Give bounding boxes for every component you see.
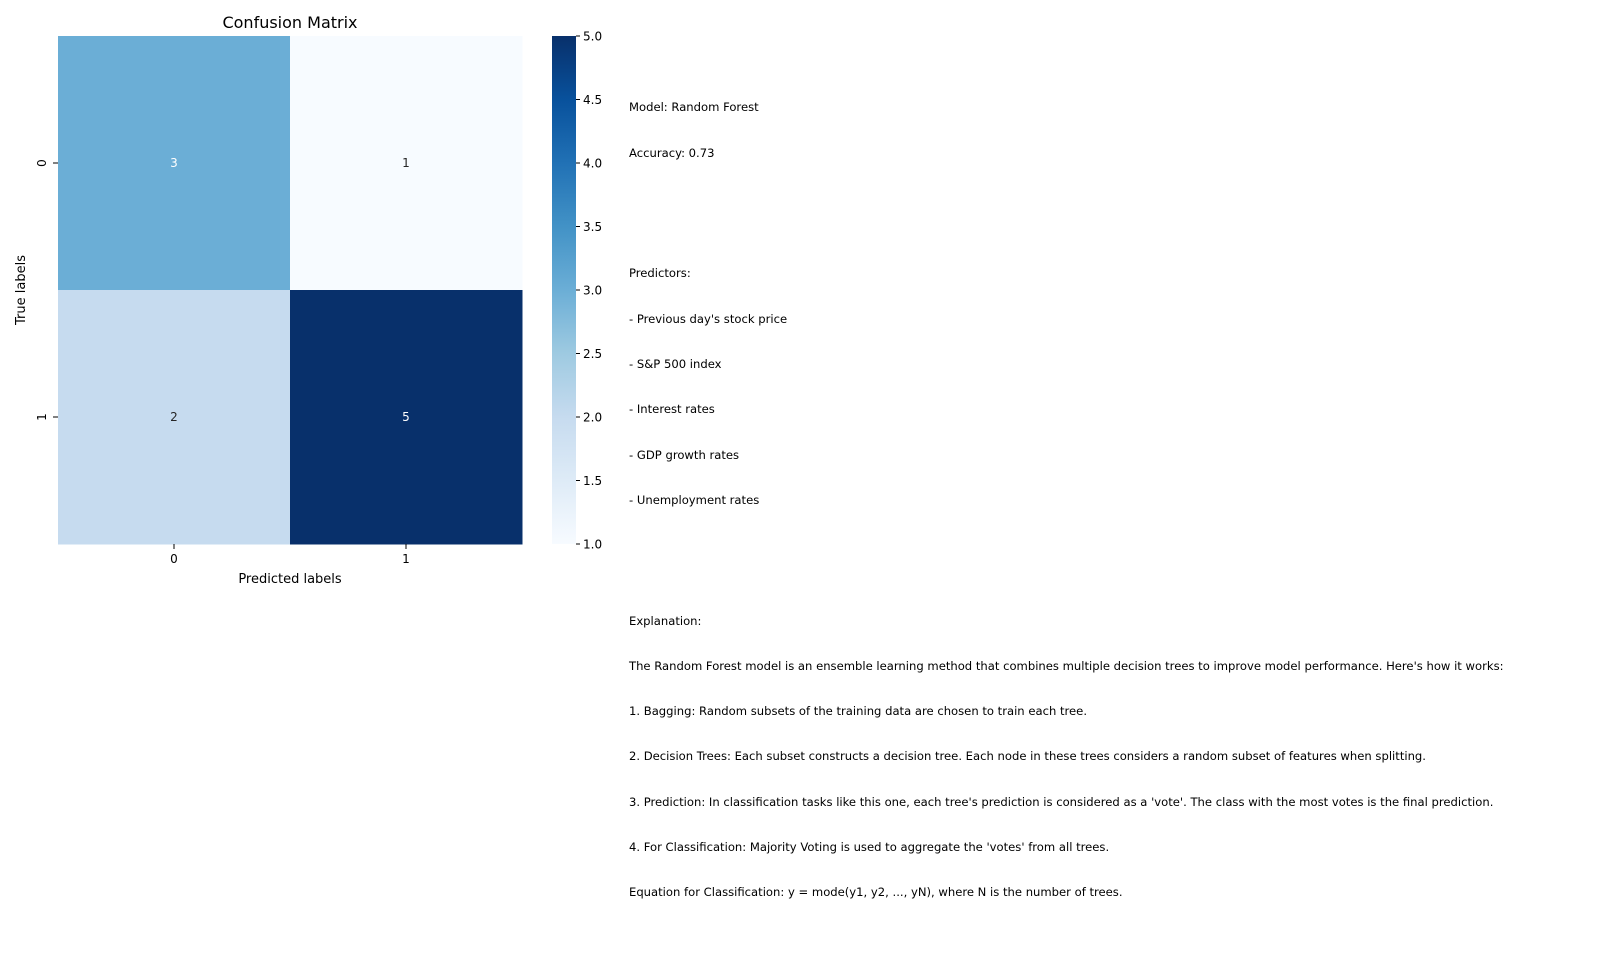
predictor-item: - Unemployment rates	[629, 492, 760, 507]
explanation-line: 4. For Classification: Majority Voting i…	[629, 839, 1110, 854]
heatmap-cells: 3 1 2 5	[58, 36, 523, 545]
cell-value-label: 2	[170, 410, 178, 424]
confusion-matrix-chart: Confusion Matrix 3 1 2 5 0 1 0 1 Predicted lab…	[14, 13, 602, 587]
colorbar-tick-label: 2.5	[583, 347, 602, 361]
predictor-item: - Interest rates	[629, 402, 715, 417]
heatmap-cell-1-1	[290, 290, 523, 545]
y-tick-label: 1	[35, 413, 49, 421]
predictors-header: Predictors:	[629, 266, 691, 281]
colorbar-tick-label: 3.5	[583, 220, 602, 234]
colorbar-ticks: 1.0 1.5 2.0 2.5 3.0 3.5 4.0 4.5 5.0	[576, 30, 602, 552]
x-tick-label: 1	[402, 552, 410, 566]
explanation-header: Explanation:	[629, 613, 702, 628]
cell-value-label: 5	[402, 410, 410, 424]
colorbar-tick-label: 4.0	[583, 157, 602, 171]
colorbar-tick-label: 1.0	[583, 538, 602, 552]
colorbar-tick-label: 5.0	[583, 30, 602, 44]
colorbar-tick-label: 1.5	[583, 474, 602, 488]
predictor-item: - GDP growth rates	[629, 447, 740, 462]
heatmap-cell-0-0	[58, 36, 291, 291]
explanation-line: 1. Bagging: Random subsets of the traini…	[629, 704, 1087, 719]
heatmap-axes: 0 1 0 1	[35, 159, 410, 566]
model-name-text: Model: Random Forest	[629, 100, 759, 115]
predictor-item: - S&P 500 index	[629, 356, 722, 371]
model-info-panel: Model: Random Forest Accuracy: 0.73 Pred…	[629, 40, 1589, 961]
explanation-line: 2. Decision Trees: Each subset construct…	[629, 749, 1426, 764]
chart-title: Confusion Matrix	[222, 13, 357, 32]
colorbar-tick-label: 4.5	[583, 93, 602, 107]
y-axis-label: True labels	[14, 255, 29, 326]
cell-value-label: 1	[402, 156, 410, 170]
heatmap-cell-1-0	[58, 290, 291, 545]
cell-value-label: 3	[170, 156, 178, 170]
predictor-item: - Previous day's stock price	[629, 311, 788, 326]
colorbar-tick-label: 2.0	[583, 411, 602, 425]
explanation-line: The Random Forest model is an ensemble l…	[629, 658, 1504, 673]
explanation-line: 3. Prediction: In classification tasks l…	[629, 794, 1494, 809]
x-tick-label: 0	[170, 552, 178, 566]
colorbar-tick-label: 3.0	[583, 284, 602, 298]
colorbar	[552, 36, 576, 544]
accuracy-text: Accuracy: 0.73	[629, 145, 715, 160]
x-axis-label: Predicted labels	[238, 572, 342, 587]
explanation-line: Equation for Classification: y = mode(y1…	[629, 885, 1123, 900]
y-tick-label: 0	[35, 159, 49, 167]
heatmap-cell-0-1	[290, 36, 523, 291]
